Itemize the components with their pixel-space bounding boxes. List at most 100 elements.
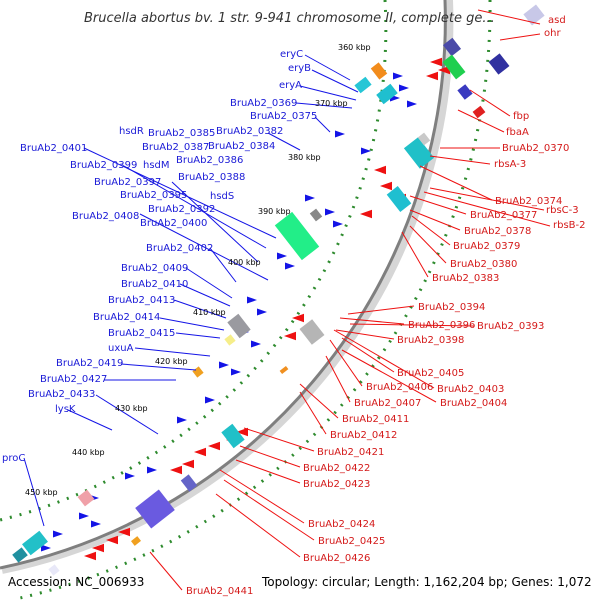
forward-gene-arrow	[393, 72, 403, 80]
outer-tick-ring	[19, 0, 492, 600]
gene-label-reverse[interactable]: BruAb2_0380	[450, 259, 517, 270]
gene-label-reverse[interactable]: rbsB-2	[553, 220, 586, 231]
gene-label-forward[interactable]: lysK	[55, 404, 76, 415]
gene-label-reverse[interactable]: fbp	[513, 111, 529, 122]
gene-label-reverse[interactable]: BruAb2_0425	[318, 536, 385, 547]
gene-feature-block	[227, 313, 251, 339]
gene-label-reverse[interactable]: BruAb2_0407	[354, 398, 421, 409]
gene-label-reverse[interactable]: BruAb2_0411	[342, 414, 409, 425]
gene-label-forward[interactable]: BruAb2_0413	[108, 295, 175, 306]
gene-label-forward[interactable]: eryB	[288, 63, 311, 74]
gene-label-forward[interactable]: BruAb2_0397	[94, 177, 161, 188]
leader-line	[173, 299, 227, 319]
gene-label-forward[interactable]: BruAb2_0408	[72, 211, 139, 222]
gene-label-forward[interactable]: BruAb2_0415	[108, 328, 175, 339]
gene-label-forward[interactable]: BruAb2_0399	[70, 160, 137, 171]
leader-line	[409, 195, 467, 215]
gene-label-forward[interactable]: BruAb2_0369	[230, 98, 297, 109]
leader-line	[401, 231, 429, 278]
kbp-tick-label: 420 kbp	[155, 357, 188, 366]
backbone	[0, 0, 447, 570]
gene-label-forward[interactable]: BruAb2_0400	[140, 218, 207, 229]
gene-label-reverse[interactable]: BruAb2_0393	[477, 321, 544, 332]
kbp-tick-label: 400 kbp	[228, 258, 261, 267]
gene-label-reverse[interactable]: BruAb2_0396	[408, 320, 475, 331]
leader-line	[335, 329, 395, 340]
leader-line	[223, 479, 315, 541]
gene-label-forward[interactable]: BruAb2_0433	[28, 389, 95, 400]
gene-label-reverse[interactable]: BruAb2_0394	[418, 302, 485, 313]
gene-feature-block	[12, 547, 28, 563]
gene-label-reverse[interactable]: BruAb2_0422	[303, 463, 370, 474]
leader-line	[159, 317, 225, 331]
kbp-tick-label: 440 kbp	[72, 448, 105, 457]
gene-label-reverse[interactable]: ohr	[544, 28, 561, 39]
forward-gene-arrow	[219, 361, 229, 369]
gene-label-reverse[interactable]: BruAb2_0406	[366, 382, 433, 393]
gene-label-reverse[interactable]: BruAb2_0403	[437, 384, 504, 395]
gene-label-forward[interactable]: BruAb2_0427	[40, 374, 107, 385]
gene-label-reverse[interactable]: BruAb2_0370	[502, 143, 569, 154]
gene-label-forward[interactable]: BruAb2_0384	[208, 141, 275, 152]
leader-line	[311, 69, 359, 93]
feature-layer	[12, 4, 545, 576]
gene-label-reverse[interactable]: BruAb2_0374	[495, 196, 562, 207]
gene-label-forward[interactable]: BruAb2_0385	[148, 128, 215, 139]
gene-label-reverse[interactable]: BruAb2_0424	[308, 519, 375, 530]
gene-label-reverse[interactable]: BruAb2_0378	[464, 226, 531, 237]
gene-label-forward[interactable]: uxuA	[108, 343, 134, 354]
gene-label-reverse[interactable]: BruAb2_0426	[303, 553, 370, 564]
leader-line	[23, 457, 45, 527]
gene-label-forward[interactable]: BruAb2_0375	[250, 111, 317, 122]
forward-gene-arrow	[361, 147, 371, 155]
forward-gene-arrow	[205, 396, 215, 404]
inner-tick-ring	[0, 0, 388, 522]
gene-label-reverse[interactable]: BruAb2_0405	[397, 368, 464, 379]
gene-label-reverse[interactable]: BruAb2_0441	[186, 586, 253, 597]
gene-label-forward[interactable]: hsdM	[143, 160, 170, 171]
gene-label-forward[interactable]: BruAb2_0414	[93, 312, 160, 323]
gene-label-forward[interactable]: BruAb2_0410	[121, 279, 188, 290]
gene-label-reverse[interactable]: BruAb2_0423	[303, 479, 370, 490]
gene-label-forward[interactable]: eryA	[279, 80, 302, 91]
gene-label-reverse[interactable]: BruAb2_0377	[470, 210, 537, 221]
reverse-gene-arrow	[374, 165, 386, 175]
gene-label-forward[interactable]: BruAb2_0419	[56, 358, 123, 369]
gene-label-reverse[interactable]: BruAb2_0412	[330, 430, 397, 441]
gene-label-reverse[interactable]: BruAb2_0383	[432, 273, 499, 284]
kbp-tick-label: 360 kbp	[338, 43, 371, 52]
gene-label-forward[interactable]: BruAb2_0402	[146, 243, 213, 254]
gene-label-reverse[interactable]: BruAb2_0398	[397, 335, 464, 346]
gene-label-forward[interactable]: BruAb2_0386	[176, 155, 243, 166]
gene-label-reverse[interactable]: BruAb2_0421	[317, 447, 384, 458]
forward-gene-arrow	[53, 530, 63, 538]
gene-feature-block	[131, 536, 141, 546]
gene-label-forward[interactable]: proC	[2, 453, 25, 464]
gene-label-forward[interactable]: hsdR	[119, 126, 144, 137]
gene-label-reverse[interactable]: fbaA	[506, 127, 529, 138]
leader-line	[83, 147, 277, 239]
gene-label-forward[interactable]: hsdS	[210, 191, 234, 202]
leader-line	[175, 332, 221, 339]
gene-label-forward[interactable]: eryC	[280, 49, 303, 60]
leader-line	[67, 409, 113, 431]
leader-line	[429, 155, 491, 165]
leader-line	[239, 445, 301, 468]
leader-line	[267, 132, 301, 151]
gene-label-reverse[interactable]: rbsC-3	[546, 205, 579, 216]
gene-label-forward[interactable]: BruAb2_0392	[148, 204, 215, 215]
leader-line	[469, 89, 511, 117]
gene-label-reverse[interactable]: BruAb2_0379	[453, 241, 520, 252]
gene-label-reverse[interactable]: asd	[548, 15, 566, 26]
leader-line	[219, 469, 305, 524]
gene-label-forward[interactable]: BruAb2_0388	[178, 172, 245, 183]
forward-gene-arrow	[251, 340, 261, 348]
gene-label-forward[interactable]: BruAb2_0387	[142, 142, 209, 153]
gene-label-forward[interactable]: BruAb2_0401	[20, 143, 87, 154]
gene-label-forward[interactable]: BruAb2_0395	[120, 190, 187, 201]
gene-label-forward[interactable]: BruAb2_0382	[216, 126, 283, 137]
gene-label-reverse[interactable]: BruAb2_0404	[440, 398, 507, 409]
gene-label-forward[interactable]: BruAb2_0409	[121, 263, 188, 274]
gene-feature-block	[442, 37, 462, 57]
gene-label-reverse[interactable]: rbsA-3	[494, 159, 526, 170]
